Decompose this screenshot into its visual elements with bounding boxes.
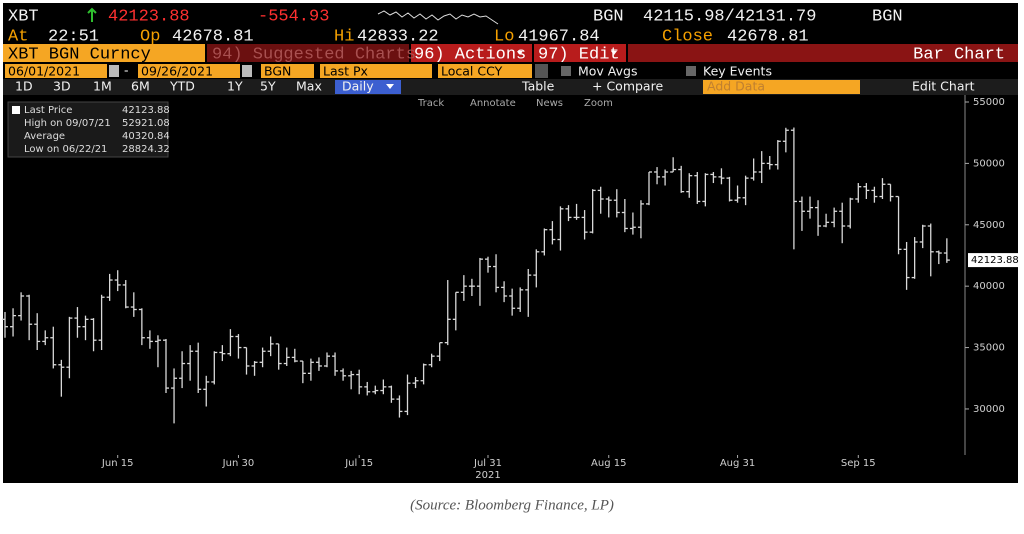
chart-tool[interactable]: News xyxy=(536,98,563,109)
bid-ask: 42115.98/42131.79 xyxy=(643,7,816,26)
pricing-source: BGN xyxy=(872,7,903,26)
x-tick-label: Jun 30 xyxy=(222,458,255,469)
x-tick-label: Aug 31 xyxy=(720,458,755,469)
start-date-box[interactable] xyxy=(5,64,107,78)
chart-kind: Bar Chart xyxy=(913,45,1005,64)
actions-button[interactable] xyxy=(411,44,532,62)
x-tick-label: Sep 15 xyxy=(841,458,876,469)
edit[interactable]: 97) Edit xyxy=(538,45,620,64)
y-tick-label: 40000 xyxy=(973,281,1005,292)
key-events[interactable]: Key Events xyxy=(703,64,772,79)
suggested-charts[interactable]: 94) Suggested Charts xyxy=(212,45,416,64)
quote-close-label: Close xyxy=(662,27,713,46)
legend-value: 52921.08 xyxy=(122,118,170,129)
add-data-box[interactable] xyxy=(703,80,860,94)
suggested-button[interactable] xyxy=(207,44,409,62)
legend-value: 40320.84 xyxy=(122,131,170,142)
ticker: XBT xyxy=(8,7,39,26)
mov-avgs[interactable]: Mov Avgs xyxy=(578,64,637,79)
quote-open: 42678.81 xyxy=(172,27,254,46)
sparkline xyxy=(377,10,499,25)
range-button[interactable]: 1Y xyxy=(227,79,243,94)
currency-box[interactable] xyxy=(438,64,532,78)
range-button[interactable]: YTD xyxy=(169,79,195,94)
legend-label: Average xyxy=(24,131,65,142)
x-tick-label: Jul 31 xyxy=(473,458,502,469)
setting-source[interactable]: BGN xyxy=(264,64,291,79)
quote-low: 41967.84 xyxy=(518,27,600,46)
edit-chart-button[interactable]: Edit Chart xyxy=(912,79,975,94)
quote-high: 42833.22 xyxy=(357,27,439,46)
legend-value: 28824.32 xyxy=(122,144,170,155)
field-box[interactable] xyxy=(320,64,432,78)
quote-time: 22:51 xyxy=(48,27,99,46)
last-price-label: 42123.88 xyxy=(971,255,1019,266)
quote-high-label: Hi xyxy=(334,27,354,46)
actions[interactable]: 96) Actions xyxy=(414,45,526,64)
setting-field[interactable]: Last Px xyxy=(323,64,368,79)
table-button[interactable]: Table xyxy=(521,79,555,94)
last-price-tag xyxy=(968,253,1018,268)
x-year: 2021 xyxy=(475,470,500,481)
x-tick-label: Jul 15 xyxy=(344,458,373,469)
chart-tool[interactable]: Zoom xyxy=(584,98,613,109)
y-tick-label: 45000 xyxy=(973,220,1005,231)
dropdown-arrow xyxy=(386,84,394,89)
x-tick-label: Aug 15 xyxy=(591,458,626,469)
legend-label: High on 09/07/21 xyxy=(24,118,111,129)
y-tick-label: 50000 xyxy=(973,158,1005,169)
edit-button[interactable] xyxy=(534,44,626,62)
legend-label: Low on 06/22/21 xyxy=(24,144,107,155)
legend-swatch xyxy=(12,106,20,114)
setting-start[interactable]: 06/01/2021 xyxy=(8,64,80,79)
quote-time-label: At xyxy=(8,27,28,46)
quote-close: 42678.81 xyxy=(727,27,809,46)
compare-button[interactable]: + Compare xyxy=(592,79,663,94)
y-tick-label: 35000 xyxy=(973,343,1005,354)
currency-dropdown[interactable] xyxy=(535,64,548,78)
range-button[interactable]: Max xyxy=(296,79,322,94)
legend xyxy=(7,101,169,158)
source-box[interactable] xyxy=(261,64,314,78)
range-button[interactable]: 5Y xyxy=(260,79,276,94)
up-arrow xyxy=(87,7,97,22)
legend-label: Last Price xyxy=(24,105,72,116)
y-tick-label: 30000 xyxy=(973,404,1005,415)
dash: - xyxy=(124,63,129,78)
y-tick-label: 55000 xyxy=(973,97,1005,108)
range-button[interactable]: 3D xyxy=(53,79,71,94)
period[interactable]: Daily xyxy=(342,79,374,94)
title-bar xyxy=(628,44,1018,62)
calendar-icon[interactable] xyxy=(109,65,119,77)
x-tick-label: Jun 15 xyxy=(101,458,134,469)
period-button[interactable] xyxy=(335,80,401,94)
last-price: 42123.88 xyxy=(108,7,190,26)
range-button[interactable]: 6M xyxy=(131,79,150,94)
pricing-source: BGN xyxy=(593,7,624,26)
range-button[interactable]: 1M xyxy=(93,79,112,94)
caption: (Source: Bloomberg Finance, LP) xyxy=(410,497,614,513)
setting-currency[interactable]: Local CCY xyxy=(441,64,503,79)
chart-tool[interactable]: Track xyxy=(417,98,444,109)
security: XBT BGN Curncy xyxy=(8,45,151,64)
toolbar xyxy=(3,79,1018,95)
calendar-icon[interactable] xyxy=(242,65,252,77)
quote-low-label: Lo xyxy=(494,27,514,46)
net-change: -554.93 xyxy=(258,7,329,26)
legend-value: 42123.88 xyxy=(122,105,170,116)
end-date-box[interactable] xyxy=(138,64,240,78)
chart-tool[interactable]: Annotate xyxy=(470,98,516,109)
add-data[interactable]: Add Data xyxy=(707,79,765,94)
checkbox[interactable] xyxy=(561,66,571,76)
quote-open-label: Op xyxy=(140,27,160,46)
setting-end[interactable]: 09/26/2021 xyxy=(141,64,213,79)
checkbox[interactable] xyxy=(686,66,696,76)
range-button[interactable]: 1D xyxy=(15,79,33,94)
security-box[interactable] xyxy=(3,44,205,62)
